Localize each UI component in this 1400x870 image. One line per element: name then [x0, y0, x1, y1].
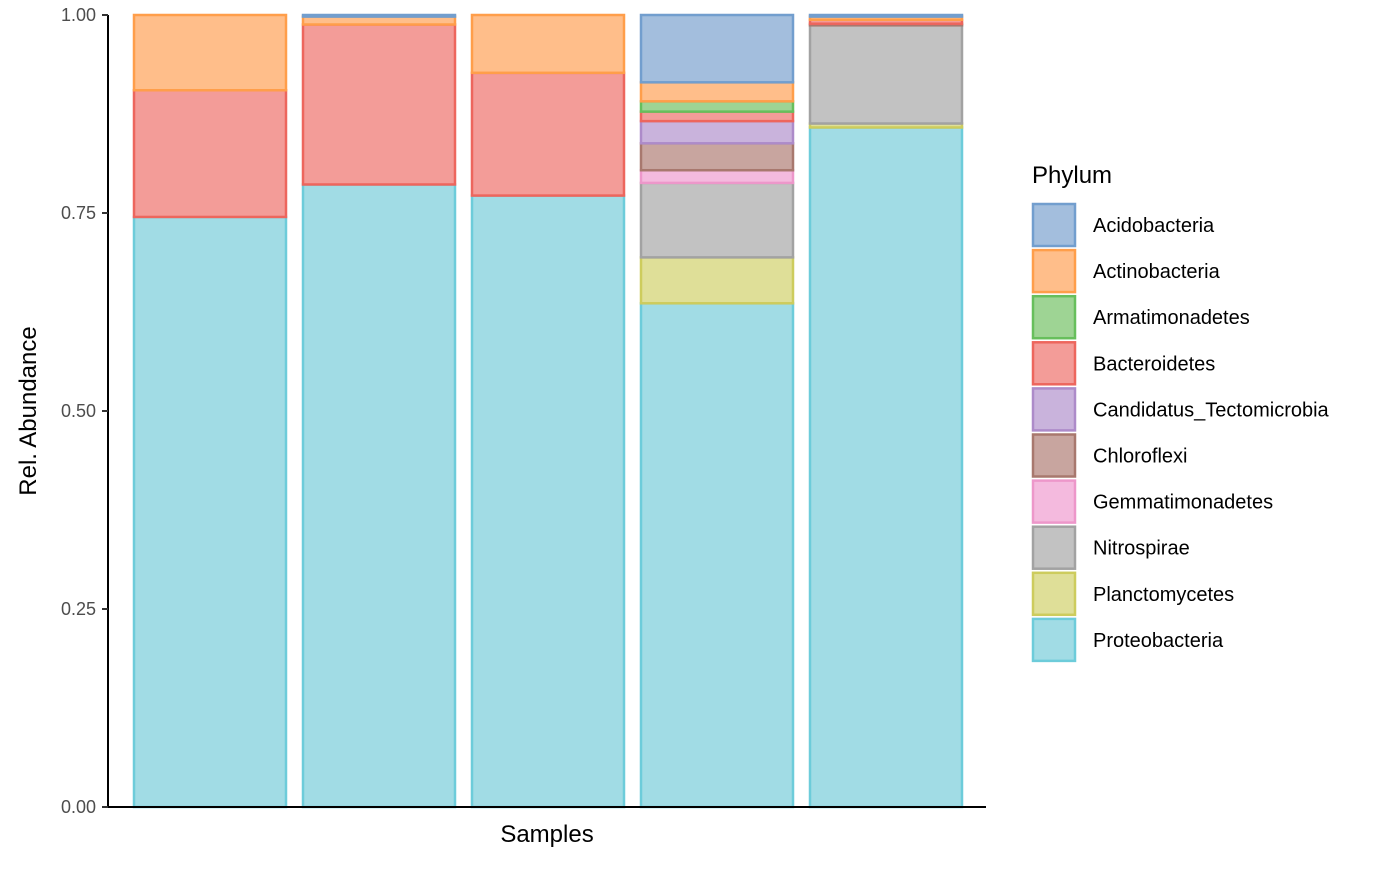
- bar-segment-gemmatimonadetes: [639, 168, 795, 185]
- bar-segment-bacteroidetes: [301, 23, 457, 186]
- bar-stack: [301, 13, 457, 809]
- bar-stack: [470, 13, 626, 809]
- bar-segment-proteobacteria: [808, 126, 964, 809]
- bar-segment-candidatus-tectomicrobia: [639, 119, 795, 145]
- legend-label: Candidatus_Tectomicrobia: [1093, 399, 1330, 421]
- legend-label: Chloroflexi: [1093, 446, 1187, 468]
- bar-segment-proteobacteria: [301, 183, 457, 809]
- bar-segment-actinobacteria: [470, 13, 626, 75]
- bar-segment-acidobacteria: [639, 13, 795, 84]
- legend-key: [1031, 617, 1077, 663]
- legend-key: [1031, 433, 1077, 478]
- bar-segment-bacteroidetes: [132, 88, 288, 219]
- bar-segment-armatimonadetes: [639, 100, 795, 113]
- y-ticks: 0.00 0.25 0.50 0.75 1.00: [61, 5, 108, 817]
- legend-key: [1031, 571, 1077, 617]
- legend-key: [1031, 341, 1077, 386]
- bar-segment-actinobacteria: [639, 81, 795, 103]
- legend-key: [1031, 202, 1077, 248]
- legend-key: [1031, 525, 1077, 570]
- legend-label: Actinobacteria: [1093, 261, 1221, 283]
- legend-label: Proteobacteria: [1093, 630, 1224, 652]
- legend-label: Nitrospirae: [1093, 538, 1190, 560]
- y-tick-label: 1.00: [61, 5, 96, 25]
- legend-label: Planctomycetes: [1093, 584, 1234, 606]
- legend: Phylum Acidobacteria Actinobacteria Armati…: [1031, 162, 1330, 663]
- bar-stack: [808, 13, 964, 809]
- bar-segment-bacteroidetes: [470, 71, 626, 197]
- legend-label: Acidobacteria: [1093, 215, 1215, 237]
- y-tick-label: 0.25: [61, 599, 96, 619]
- x-axis-title: Samples: [500, 821, 593, 848]
- bar-segment-bacteroidetes: [639, 110, 795, 123]
- y-axis-title: Rel. Abundance: [15, 326, 42, 495]
- bar-segment-nitrospirae: [808, 24, 964, 125]
- bar-segment-planctomycetes: [639, 256, 795, 305]
- bar-stack: [132, 13, 288, 809]
- bar-segment-proteobacteria: [132, 215, 288, 809]
- y-tick-label: 0.50: [61, 401, 96, 421]
- legend-key: [1031, 294, 1077, 340]
- bar-segment-acidobacteria: [808, 13, 964, 18]
- bar-segment-acidobacteria: [301, 13, 457, 18]
- bar-segment-nitrospirae: [639, 181, 795, 259]
- y-tick-label: 0.00: [61, 797, 96, 817]
- legend-key: [1031, 387, 1077, 432]
- y-tick-label: 0.75: [61, 203, 96, 223]
- legend-key: [1031, 479, 1077, 524]
- bar-segment-proteobacteria: [639, 302, 795, 809]
- legend-title: Phylum: [1032, 162, 1112, 189]
- legend-label: Armatimonadetes: [1093, 307, 1250, 329]
- bars-layer: [132, 13, 964, 809]
- legend-label: Bacteroidetes: [1093, 353, 1215, 375]
- bar-segment-chloroflexi: [639, 142, 795, 172]
- bar-segment-actinobacteria: [132, 13, 288, 92]
- bar-segment-proteobacteria: [470, 194, 626, 809]
- legend-key: [1031, 248, 1077, 294]
- legend-label: Gemmatimonadetes: [1093, 492, 1273, 514]
- bar-stack: [639, 13, 795, 809]
